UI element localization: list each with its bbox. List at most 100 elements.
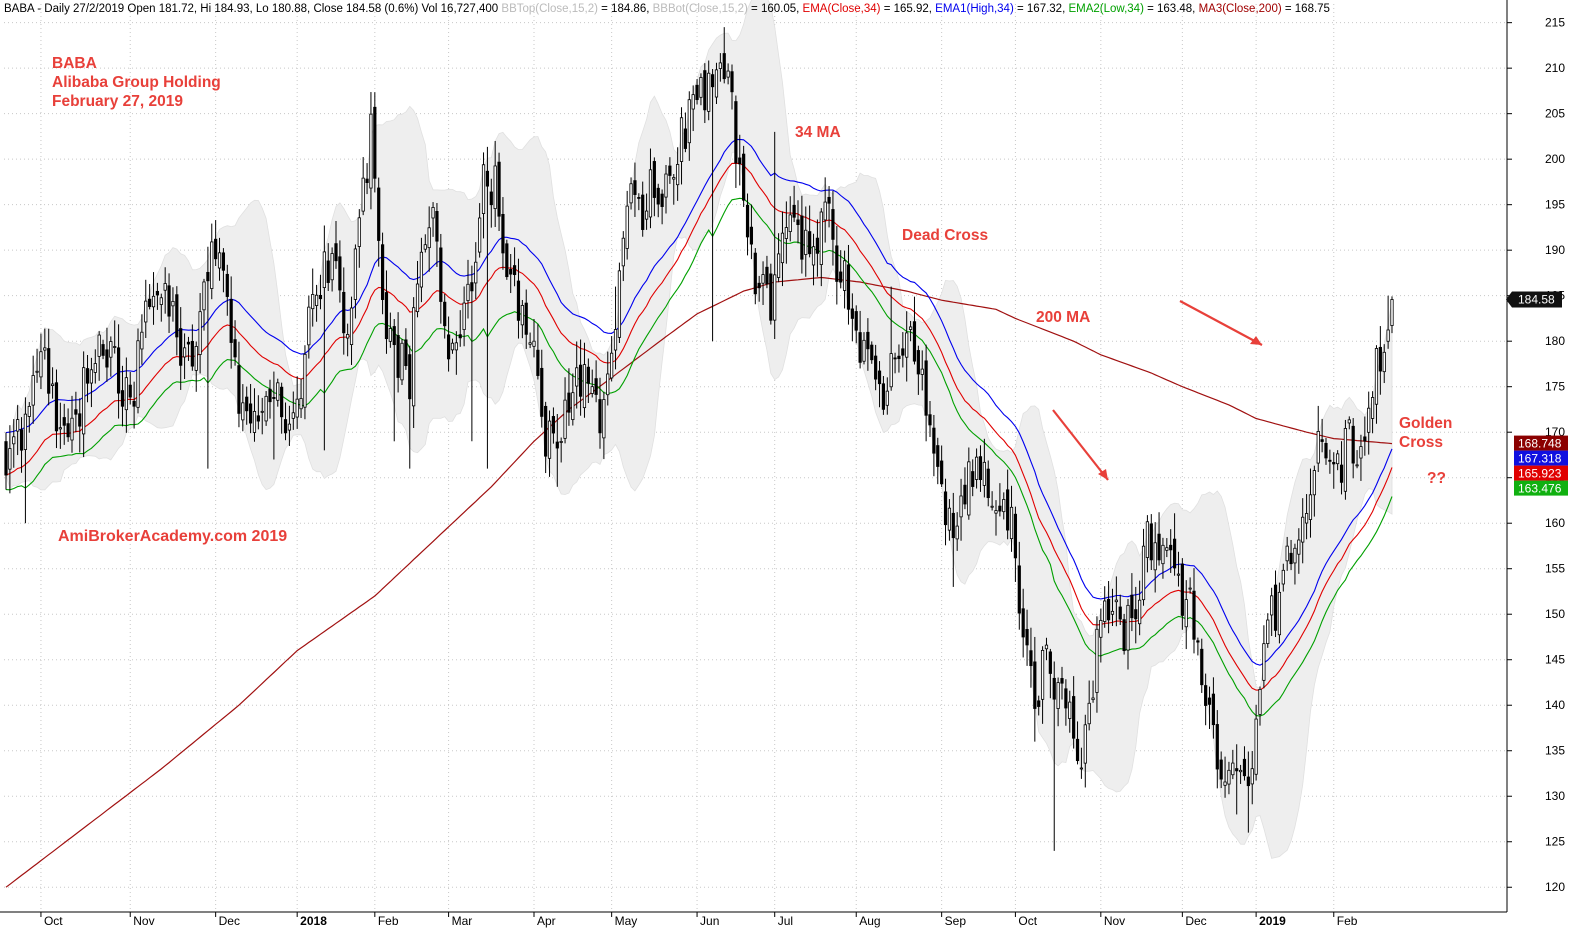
x-tick-label: Jul: [778, 914, 793, 928]
candle-body: [656, 187, 660, 205]
candle-body: [811, 246, 816, 266]
candle-body: [610, 352, 614, 379]
candle-body: [734, 101, 738, 164]
candle-body: [1068, 701, 1072, 719]
candle-body: [1087, 702, 1091, 725]
candle-body: [753, 252, 757, 295]
candle-body: [1207, 697, 1212, 705]
candle-body: [70, 417, 74, 441]
y-tick-label: 205: [1545, 107, 1565, 121]
candle-body: [330, 253, 334, 281]
candle-body: [303, 353, 307, 408]
candle-body: [769, 273, 773, 321]
candle-body: [784, 227, 788, 239]
candle-body: [225, 273, 229, 297]
candle-body: [311, 294, 315, 310]
candle-body: [1021, 608, 1025, 638]
candle-body: [536, 349, 540, 376]
candle-body: [396, 335, 400, 378]
candle-body: [544, 405, 548, 457]
candle-body: [140, 331, 144, 350]
candle-body: [1266, 619, 1270, 645]
candle-body: [1204, 685, 1208, 706]
candle-body: [264, 395, 268, 422]
candle-body: [299, 398, 303, 410]
candle-body: [349, 307, 354, 345]
candle-body: [291, 412, 295, 419]
candle-body: [932, 427, 936, 454]
candle-body: [955, 525, 959, 540]
candle-body: [1293, 547, 1297, 564]
candle-body: [862, 339, 866, 362]
candle-body: [419, 251, 424, 288]
candle-body: [93, 363, 97, 373]
header-part: EMA(Close,34): [803, 3, 881, 15]
candle-body: [322, 251, 326, 289]
candle-body: [730, 71, 734, 93]
candle-body: [1343, 428, 1348, 492]
candle-body: [998, 505, 1002, 512]
candle-body: [742, 153, 746, 201]
candle-body: [850, 308, 854, 319]
candle-body: [245, 396, 249, 412]
candle-body: [435, 211, 439, 242]
candle-body: [625, 205, 629, 249]
label-golden: Golden: [1399, 415, 1452, 432]
candle-body: [295, 398, 299, 418]
candle-body: [582, 364, 587, 409]
candle-body: [182, 347, 187, 358]
candle-body: [722, 53, 726, 80]
candle-body: [520, 305, 524, 326]
candle-body: [144, 300, 148, 323]
candle-body: [551, 416, 556, 434]
value-tag-ema_low: [1514, 480, 1568, 496]
candle-body: [505, 243, 509, 278]
candle-body: [151, 295, 156, 308]
header-part: BBBot(Close,15,2): [653, 3, 748, 15]
candle-body: [874, 355, 878, 380]
y-tick-label: 175: [1545, 380, 1565, 394]
candle-body: [1122, 619, 1126, 652]
candle-body: [237, 365, 241, 414]
candle-body: [1172, 538, 1177, 569]
candle-body: [928, 414, 932, 426]
candle-body: [1200, 648, 1204, 686]
candle-body: [1363, 436, 1367, 442]
candle-body: [373, 106, 377, 179]
chart-header: BABA - Daily 27/2/2019 Open 181.72, Hi 1…: [4, 3, 1330, 15]
candle-body: [1091, 697, 1095, 701]
candle-body: [672, 177, 676, 180]
candle-body: [629, 183, 633, 204]
candle-body: [276, 382, 280, 401]
candle-body: [951, 512, 955, 539]
candle-body: [644, 210, 649, 220]
candle-body: [1227, 769, 1231, 785]
candle-body: [474, 261, 478, 284]
candle-body: [287, 423, 292, 431]
candle-body: [443, 301, 447, 327]
candle-body: [889, 353, 893, 388]
y-tick-label: 120: [1545, 880, 1565, 894]
candle-body: [1169, 544, 1173, 551]
candle-body: [198, 311, 202, 355]
candle-body: [23, 413, 28, 450]
candle-body: [214, 238, 218, 260]
candle-body: [392, 326, 396, 346]
candle-body: [109, 341, 113, 358]
candle-body: [1149, 523, 1153, 561]
last-close-label: 184.58: [1518, 293, 1555, 307]
candle-body: [116, 347, 121, 394]
candle-body: [388, 328, 392, 342]
x-tick-label: Oct: [44, 914, 63, 928]
candle-body: [512, 265, 517, 276]
candle-body: [555, 441, 559, 449]
value-tag-label: 167.318: [1518, 452, 1562, 466]
candle-body: [163, 283, 167, 291]
candle-body: [885, 390, 889, 406]
candle-body: [1033, 661, 1037, 709]
candle-body: [1118, 606, 1122, 620]
candle-body: [808, 231, 812, 255]
candle-body: [1316, 430, 1320, 464]
ma200-line: [5, 276, 1393, 888]
